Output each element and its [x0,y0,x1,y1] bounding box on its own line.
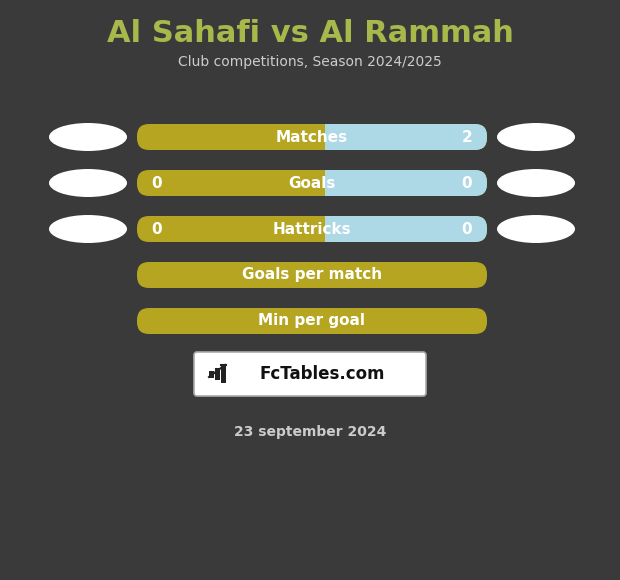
FancyBboxPatch shape [312,170,487,196]
Bar [221,365,226,383]
FancyBboxPatch shape [312,216,487,242]
Text: Al Sahafi vs Al Rammah: Al Sahafi vs Al Rammah [107,19,513,48]
Ellipse shape [497,215,575,243]
Text: Club competitions, Season 2024/2025: Club competitions, Season 2024/2025 [178,55,442,69]
Bar [312,216,325,242]
Text: Goals per match: Goals per match [242,267,382,282]
Text: 0: 0 [152,176,162,190]
Text: 0: 0 [462,222,472,237]
FancyBboxPatch shape [194,352,426,396]
Bar [215,368,219,380]
Ellipse shape [497,169,575,197]
Text: 23 september 2024: 23 september 2024 [234,425,386,439]
Bar [209,371,213,378]
Ellipse shape [49,215,127,243]
FancyBboxPatch shape [137,170,487,196]
FancyBboxPatch shape [137,124,487,150]
Bar [312,170,325,196]
Text: Hattricks: Hattricks [273,222,352,237]
Text: Goals: Goals [288,176,335,190]
Text: FcTables.com: FcTables.com [259,365,385,383]
Text: Matches: Matches [276,129,348,144]
FancyBboxPatch shape [137,308,487,334]
Ellipse shape [49,123,127,151]
FancyBboxPatch shape [137,262,487,288]
Ellipse shape [497,123,575,151]
Ellipse shape [49,169,127,197]
Text: 0: 0 [152,222,162,237]
FancyBboxPatch shape [312,124,487,150]
Text: Min per goal: Min per goal [259,314,366,328]
Bar [312,124,325,150]
Text: 0: 0 [462,176,472,190]
FancyBboxPatch shape [137,216,487,242]
Text: 2: 2 [462,129,472,144]
